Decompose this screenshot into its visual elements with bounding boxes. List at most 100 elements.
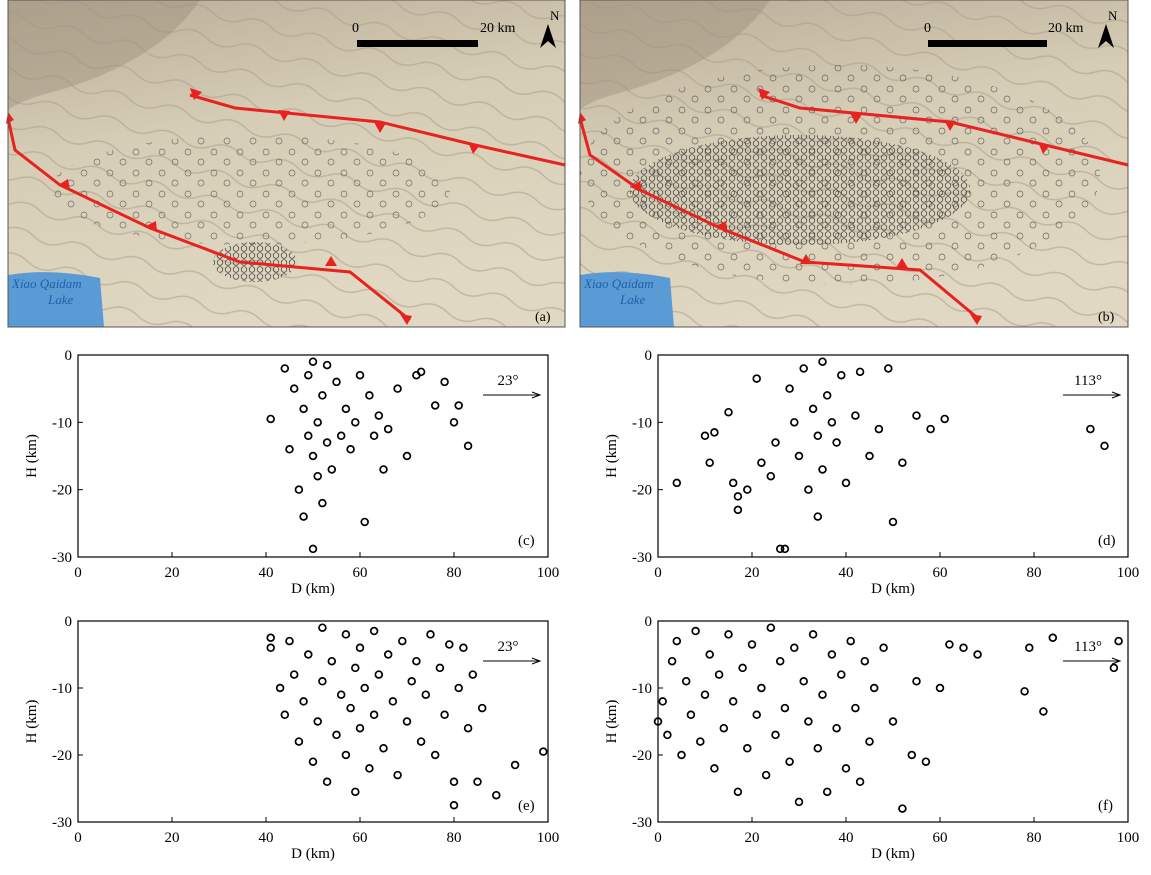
data-point xyxy=(366,392,373,399)
data-point xyxy=(408,678,415,685)
data-point xyxy=(465,725,472,732)
data-point xyxy=(432,402,439,409)
data-point xyxy=(277,685,284,692)
data-point xyxy=(1026,644,1033,651)
x-tick-label: 40 xyxy=(259,830,274,846)
data-point xyxy=(422,691,429,698)
data-point xyxy=(1021,688,1028,695)
scale-zero: 0 xyxy=(924,21,931,36)
y-tick-label: -30 xyxy=(52,550,72,566)
data-point xyxy=(923,758,930,765)
x-tick-label: 60 xyxy=(353,565,368,581)
x-tick-label: 0 xyxy=(654,565,662,581)
data-point xyxy=(814,513,821,520)
data-point xyxy=(361,685,368,692)
north-label: N xyxy=(550,8,560,23)
data-point xyxy=(753,375,760,382)
direction-arrow xyxy=(1063,392,1120,398)
panel-label: (a) xyxy=(535,310,551,325)
data-point xyxy=(333,379,340,386)
data-point xyxy=(735,493,742,500)
y-tick-label: -30 xyxy=(52,815,72,831)
data-point xyxy=(913,678,920,685)
data-point xyxy=(786,758,793,765)
direction-arrow xyxy=(483,658,540,664)
data-point xyxy=(857,368,864,375)
data-point xyxy=(310,546,317,553)
x-tick-label: 0 xyxy=(74,565,82,581)
data-point xyxy=(730,698,737,705)
data-point xyxy=(739,665,746,672)
x-tick-label: 20 xyxy=(165,830,180,846)
data-point xyxy=(328,466,335,473)
data-point xyxy=(814,432,821,439)
x-tick-label: 80 xyxy=(447,565,462,581)
data-point xyxy=(833,725,840,732)
data-point xyxy=(328,658,335,665)
data-point xyxy=(413,658,420,665)
direction-label: 23° xyxy=(498,373,519,389)
direction-label: 113° xyxy=(1074,373,1102,389)
data-point xyxy=(310,758,317,765)
direction-arrow xyxy=(1063,658,1120,664)
data-point xyxy=(357,372,364,379)
y-axis-label: H (km) xyxy=(604,434,620,478)
y-tick-label: 0 xyxy=(65,614,73,630)
y-tick-label: -20 xyxy=(632,748,652,764)
data-point xyxy=(664,732,671,739)
data-point xyxy=(305,651,312,658)
x-tick-label: 0 xyxy=(654,830,662,846)
data-point xyxy=(702,432,709,439)
data-point xyxy=(852,705,859,712)
data-point xyxy=(375,671,382,678)
lake-label: Lake xyxy=(47,292,74,307)
panel-label: (c) xyxy=(518,533,535,549)
data-point xyxy=(683,678,690,685)
data-point xyxy=(890,519,897,526)
data-point xyxy=(310,358,317,365)
y-tick-label: 0 xyxy=(65,348,73,364)
y-tick-label: -10 xyxy=(52,681,72,697)
data-point xyxy=(441,711,448,718)
data-point xyxy=(394,385,401,392)
data-point xyxy=(763,772,770,779)
data-point xyxy=(371,432,378,439)
data-point xyxy=(446,641,453,648)
scatter-chart: 0204060801000-10-20-30D (km)H (km)23°(e) xyxy=(24,614,559,862)
map-b: 0 20 km N Xiao Qaidam Lake (b) xyxy=(578,0,1128,327)
data-point xyxy=(352,788,359,795)
data-point xyxy=(1111,665,1118,672)
x-axis-label: D (km) xyxy=(871,581,915,597)
data-point xyxy=(1087,426,1094,433)
data-point xyxy=(744,745,751,752)
map-a: 0 20 km N Xiao Qaidam Lake (a) xyxy=(6,0,565,327)
data-point xyxy=(880,644,887,651)
data-point xyxy=(314,419,321,426)
data-point xyxy=(319,392,326,399)
scale-label: 20 km xyxy=(480,21,516,36)
data-point xyxy=(371,628,378,635)
data-point xyxy=(810,405,817,412)
data-point xyxy=(441,379,448,386)
data-point xyxy=(720,725,727,732)
data-point xyxy=(786,385,793,392)
data-point xyxy=(782,705,789,712)
north-label: N xyxy=(1108,8,1118,23)
data-point xyxy=(702,691,709,698)
data-point xyxy=(838,671,845,678)
data-point xyxy=(688,711,695,718)
x-tick-label: 20 xyxy=(745,565,760,581)
data-point xyxy=(305,372,312,379)
data-point xyxy=(479,705,486,712)
data-point xyxy=(847,638,854,645)
data-point xyxy=(697,738,704,745)
data-point xyxy=(437,665,444,672)
data-point xyxy=(838,372,845,379)
data-point xyxy=(347,705,354,712)
x-tick-label: 20 xyxy=(165,565,180,581)
data-point xyxy=(404,718,411,725)
data-point xyxy=(767,624,774,631)
data-point xyxy=(469,671,476,678)
data-point xyxy=(380,745,387,752)
data-point xyxy=(890,718,897,725)
